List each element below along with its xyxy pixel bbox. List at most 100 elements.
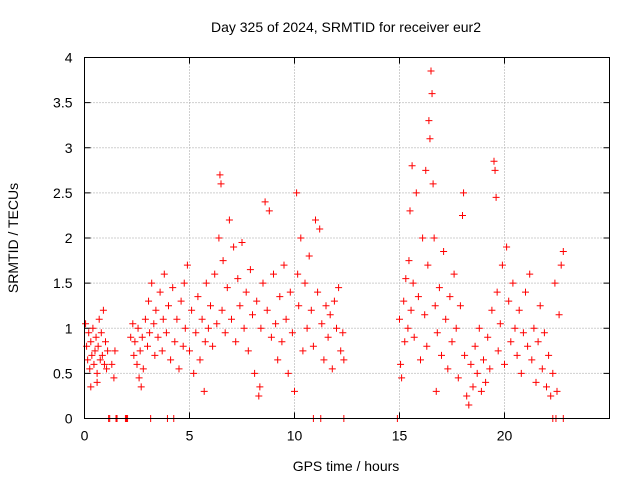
data-point bbox=[152, 306, 160, 314]
data-point bbox=[261, 198, 269, 206]
data-point bbox=[553, 387, 561, 395]
data-point bbox=[91, 347, 99, 355]
data-point bbox=[400, 297, 408, 305]
data-point bbox=[461, 351, 469, 359]
data-point bbox=[145, 297, 153, 305]
data-point bbox=[134, 324, 142, 332]
data-point bbox=[412, 189, 420, 197]
data-point bbox=[265, 207, 273, 215]
data-point bbox=[99, 306, 107, 314]
data-point bbox=[463, 392, 471, 400]
data-point bbox=[154, 333, 162, 341]
data-point bbox=[312, 216, 319, 224]
data-point bbox=[404, 324, 412, 332]
data-point bbox=[148, 279, 156, 287]
data-point bbox=[442, 315, 450, 323]
data-point bbox=[251, 369, 259, 377]
data-point bbox=[146, 329, 154, 337]
data-point bbox=[211, 270, 219, 278]
data-point bbox=[177, 297, 185, 305]
data-point bbox=[192, 329, 200, 337]
data-point bbox=[324, 333, 332, 341]
data-point bbox=[408, 162, 416, 170]
data-point bbox=[213, 320, 221, 328]
data-point bbox=[417, 356, 424, 364]
data-point bbox=[409, 279, 417, 287]
data-point bbox=[87, 383, 95, 391]
data-point bbox=[492, 193, 500, 201]
data-point bbox=[135, 374, 143, 382]
data-point bbox=[519, 329, 527, 337]
x-tick-label: 5 bbox=[186, 428, 194, 444]
data-point bbox=[167, 356, 175, 364]
data-point bbox=[480, 356, 487, 364]
x-tick-label: 0 bbox=[81, 428, 89, 444]
data-point bbox=[162, 329, 170, 337]
y-tick-label: 4 bbox=[65, 50, 73, 66]
data-point bbox=[496, 320, 504, 328]
data-point bbox=[84, 356, 92, 364]
data-point bbox=[540, 329, 548, 337]
data-point bbox=[431, 302, 439, 310]
data-point bbox=[82, 320, 90, 328]
data-point bbox=[100, 360, 108, 368]
data-point bbox=[438, 351, 445, 359]
data-point bbox=[530, 324, 538, 332]
data-point bbox=[108, 360, 116, 368]
data-point bbox=[339, 329, 347, 337]
data-point bbox=[90, 360, 98, 368]
data-point bbox=[249, 311, 256, 319]
data-point bbox=[104, 347, 112, 355]
data-point bbox=[288, 329, 296, 337]
y-tick-label: 3 bbox=[65, 140, 73, 156]
data-point bbox=[274, 356, 282, 364]
data-point bbox=[87, 338, 95, 346]
data-point bbox=[428, 90, 436, 98]
data-point bbox=[407, 306, 415, 314]
data-point bbox=[406, 207, 414, 215]
data-point bbox=[92, 333, 100, 341]
data-point bbox=[291, 387, 298, 395]
data-point bbox=[459, 211, 466, 219]
y-tick-label: 0 bbox=[65, 411, 73, 427]
y-axis-label: SRMTID / TECUs bbox=[5, 183, 21, 293]
data-point bbox=[467, 360, 475, 368]
data-point bbox=[433, 329, 441, 337]
data-point bbox=[188, 306, 196, 314]
data-point bbox=[423, 342, 431, 350]
data-point bbox=[209, 342, 217, 350]
data-point bbox=[156, 288, 164, 296]
data-point bbox=[456, 302, 464, 310]
data-point bbox=[136, 347, 144, 355]
data-point bbox=[448, 338, 456, 346]
data-point bbox=[524, 342, 532, 350]
data-point bbox=[286, 288, 294, 296]
data-point bbox=[246, 266, 254, 274]
data-point bbox=[555, 311, 563, 319]
data-point bbox=[538, 365, 546, 373]
data-point bbox=[333, 324, 340, 332]
data-point bbox=[278, 338, 286, 346]
data-point bbox=[534, 338, 542, 346]
data-point bbox=[219, 257, 227, 265]
data-point bbox=[429, 180, 437, 188]
data-point bbox=[398, 374, 406, 382]
data-point bbox=[139, 365, 147, 373]
data-point bbox=[255, 392, 263, 400]
data-point bbox=[180, 279, 188, 287]
data-point bbox=[236, 302, 244, 310]
data-point bbox=[215, 234, 223, 242]
data-point bbox=[316, 225, 324, 233]
data-point bbox=[477, 387, 485, 395]
data-point bbox=[549, 369, 557, 377]
data-point bbox=[295, 302, 303, 310]
data-point bbox=[218, 306, 226, 314]
data-point bbox=[471, 342, 479, 350]
data-point bbox=[450, 270, 458, 278]
data-point bbox=[452, 324, 460, 332]
data-point bbox=[340, 356, 348, 364]
y-tick-label: 2.5 bbox=[53, 185, 73, 201]
data-point bbox=[282, 315, 290, 323]
data-point bbox=[127, 333, 135, 341]
